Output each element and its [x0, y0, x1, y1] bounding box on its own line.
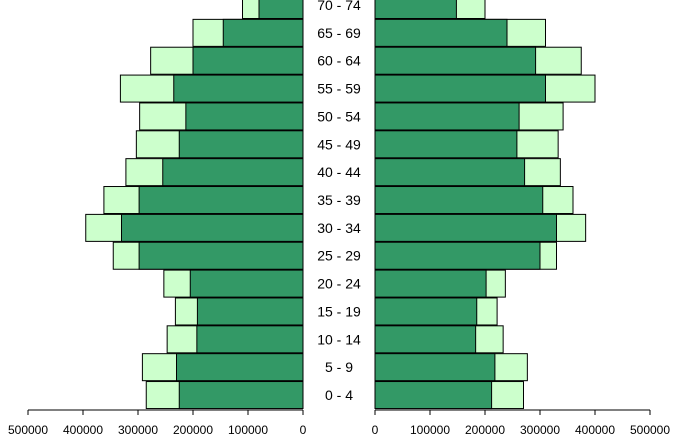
bar-right-inner	[374, 74, 546, 103]
age-group-label: 65 - 69	[317, 25, 361, 41]
bar-right-inner	[374, 46, 537, 75]
age-group-label: 5 - 9	[325, 359, 353, 375]
bar-right-inner	[374, 381, 493, 410]
bar-left-inner	[138, 241, 304, 270]
right-axis-tick-label: 100000	[410, 423, 450, 437]
bar-left-inner	[178, 381, 304, 410]
age-group-label: 25 - 29	[317, 248, 361, 264]
age-group-label: 15 - 19	[317, 303, 361, 319]
right-x-axis: 0 100000 200000 300000 400000 500000	[372, 409, 670, 437]
bar-right-inner	[374, 241, 541, 270]
bar-left-inner	[162, 158, 304, 187]
bar-right-inner	[374, 0, 457, 19]
right-bars	[374, 0, 596, 410]
bar-right-inner	[374, 186, 544, 215]
bar-left-inner	[176, 353, 304, 382]
bar-right-inner	[374, 325, 477, 354]
age-group-label: 45 - 49	[317, 136, 361, 152]
bar-right-inner	[374, 158, 526, 187]
age-group-label: 35 - 39	[317, 192, 361, 208]
bar-left-inner	[138, 186, 304, 215]
bar-left-inner	[192, 46, 304, 75]
left-axis-tick-label: 100000	[228, 423, 268, 437]
age-group-label: 50 - 54	[317, 108, 361, 124]
bar-left-inner	[196, 325, 304, 354]
bar-right-inner	[374, 18, 508, 47]
bar-right-inner	[374, 297, 478, 326]
bar-left-inner	[173, 74, 304, 103]
bar-right-inner	[374, 102, 520, 131]
bar-right-inner	[374, 353, 496, 382]
age-group-label: 55 - 59	[317, 81, 361, 97]
left-axis-tick-label: 500000	[8, 423, 48, 437]
age-group-label: 10 - 14	[317, 331, 361, 347]
bar-right-inner	[374, 213, 557, 242]
age-group-label: 70 - 74	[317, 0, 361, 13]
right-axis-tick-label: 200000	[465, 423, 505, 437]
left-axis-tick-label: 200000	[173, 423, 213, 437]
age-group-label: 20 - 24	[317, 276, 361, 292]
left-axis-tick-label: 400000	[63, 423, 103, 437]
bar-left-inner	[178, 130, 304, 159]
bar-left-inner	[121, 213, 304, 242]
age-group-labels: 0 - 4 5 - 9 10 - 14 15 - 19 20 - 24 25 - 29 30…	[317, 0, 361, 403]
left-x-axis: 500000 400000 300000 200000 100000 0	[8, 409, 307, 437]
left-axis-tick-label: 300000	[118, 423, 158, 437]
age-group-label: 30 - 34	[317, 220, 361, 236]
left-axis-tick-label: 0	[300, 423, 307, 437]
right-axis-tick-label: 300000	[520, 423, 560, 437]
right-axis-tick-label: 500000	[630, 423, 670, 437]
age-group-label: 0 - 4	[325, 387, 353, 403]
bar-left-inner	[222, 18, 304, 47]
bar-left-inner	[196, 297, 304, 326]
left-bars	[85, 0, 304, 410]
bar-right-inner	[374, 269, 487, 298]
age-group-label: 40 - 44	[317, 164, 361, 180]
bar-left-inner	[258, 0, 304, 19]
age-group-label: 60 - 64	[317, 53, 361, 69]
right-axis-tick-label: 400000	[575, 423, 615, 437]
bar-right-inner	[374, 130, 518, 159]
bar-left-inner	[185, 102, 304, 131]
bar-left-inner	[189, 269, 304, 298]
right-axis-tick-label: 0	[372, 423, 379, 437]
